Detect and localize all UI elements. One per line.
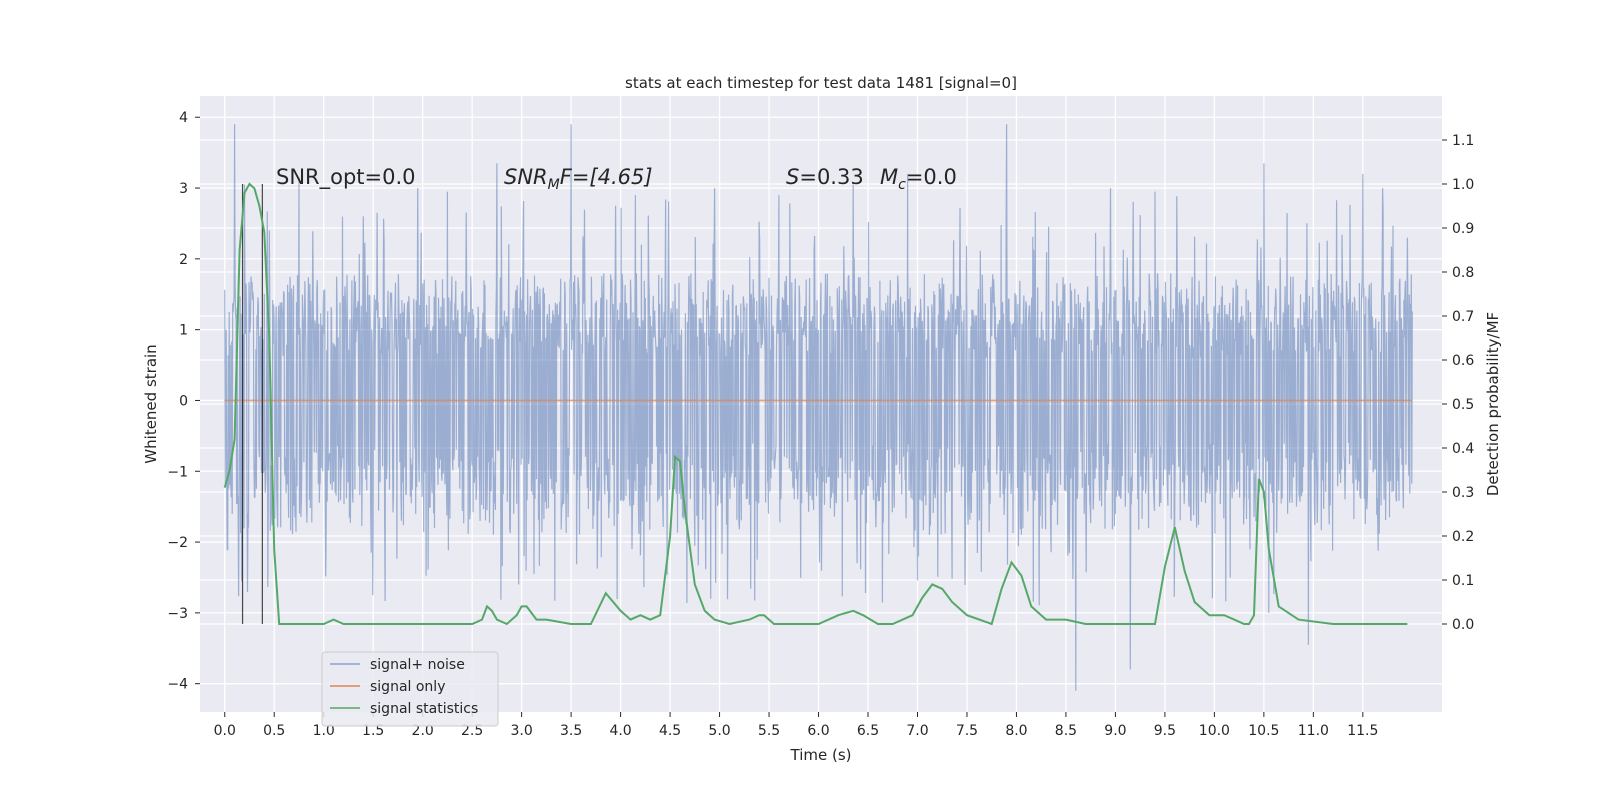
x-tick-label: 10.0 (1199, 723, 1230, 739)
annotation-s-value: =0.33 (799, 165, 863, 189)
annotation-s-label: S (786, 165, 799, 189)
y-tick-label: −3 (167, 606, 188, 622)
y-tick-label: −2 (167, 535, 188, 551)
legend: signal+ noise signal only signal statist… (321, 651, 499, 727)
y-tick-label: 3 (179, 181, 188, 197)
annotation-s: S=0.33 (786, 165, 864, 189)
x-tick-label: 2.5 (461, 723, 483, 739)
y-tick-label: −4 (167, 677, 188, 693)
y2-axis-ticks: 0.0 0.1 0.2 0.3 0.4 0.5 0.6 0.7 0.8 0.9 1.0 1.1 (1442, 133, 1474, 633)
annotation-snr-mf-base: SNR (504, 165, 548, 189)
x-tick-label: 7.0 (906, 723, 928, 739)
y2-tick-label: 0.1 (1452, 573, 1474, 589)
x-tick-label: 0.0 (214, 723, 236, 739)
x-tick-label: 0.5 (263, 723, 285, 739)
y-tick-label: −1 (167, 464, 188, 480)
x-tick-label: 4.5 (659, 723, 681, 739)
x-tick-label: 4.0 (609, 723, 631, 739)
annotation-snr-mf-sub: M (548, 177, 560, 193)
y2-tick-label: 0.5 (1452, 397, 1474, 413)
x-tick-label: 9.0 (1104, 723, 1126, 739)
y2-tick-label: 1.1 (1452, 133, 1474, 149)
y2-tick-label: 0.0 (1452, 617, 1474, 633)
x-tick-label: 2.0 (412, 723, 434, 739)
x-tick-label: 5.5 (758, 723, 780, 739)
signal-statistics-line (223, 182, 1408, 626)
annotation-mc-value: =0.0 (906, 165, 957, 189)
annotation-snr-opt: SNR_opt=0.0 (276, 165, 416, 190)
y2-tick-label: 0.9 (1452, 221, 1474, 237)
x-tick-label: 5.0 (708, 723, 730, 739)
y2-tick-label: 1.0 (1452, 177, 1474, 193)
x-tick-label: 9.5 (1154, 723, 1176, 739)
y2-tick-label: 0.7 (1452, 309, 1474, 325)
y2-tick-label: 0.3 (1452, 485, 1474, 501)
x-tick-label: 3.0 (511, 723, 533, 739)
annotation-snr-mf: SNRMF=[4.65] (504, 165, 653, 193)
y2-tick-label: 0.4 (1452, 441, 1474, 457)
y-axis-label: Whitened strain (142, 344, 160, 463)
y2-tick-label: 0.6 (1452, 353, 1474, 369)
x-tick-label: 6.0 (807, 723, 829, 739)
annotation-mc-sub: c (898, 177, 906, 193)
y-tick-label: 1 (179, 323, 188, 339)
y2-tick-label: 0.2 (1452, 529, 1474, 545)
signal-noise-line (224, 124, 1413, 691)
x-tick-label: 8.5 (1055, 723, 1077, 739)
annotation-mc: Mc=0.0 (880, 165, 957, 193)
series-signal-noise (224, 124, 1413, 691)
y-tick-label: 4 (179, 110, 188, 126)
x-tick-label: 6.5 (857, 723, 879, 739)
legend-label-signal-noise: signal+ noise (370, 657, 465, 673)
x-tick-label: 3.5 (560, 723, 582, 739)
x-tick-label: 11.5 (1347, 723, 1378, 739)
legend-box (321, 651, 499, 727)
legend-label-signal-statistics: signal statistics (370, 701, 478, 717)
y2-tick-label: 0.8 (1452, 265, 1474, 281)
x-axis-ticks: 0.0 0.5 1.0 1.5 2.0 2.5 3.0 3.5 4.0 4.5 5.0 5.5 6.0 6… (214, 712, 1378, 739)
series-lines (223, 182, 1413, 626)
x-tick-label: 10.5 (1248, 723, 1279, 739)
x-tick-label: 1.0 (313, 723, 335, 739)
legend-label-signal-only: signal only (370, 679, 445, 695)
x-tick-label: 8.0 (1005, 723, 1027, 739)
x-axis-label: Time (s) (790, 746, 852, 764)
x-tick-label: 11.0 (1298, 723, 1329, 739)
y2-axis-label: Detection probability/MF (1484, 312, 1502, 496)
x-tick-label: 1.5 (362, 723, 384, 739)
annotation-mc-label: M (880, 165, 898, 189)
x-tick-label: 7.5 (956, 723, 978, 739)
annotation-snr-mf-rest: F=[4.65] (560, 165, 653, 189)
chart-title: stats at each timestep for test data 148… (625, 74, 1017, 92)
y-axis-ticks: −4 −3 −2 −1 0 1 2 3 4 (167, 110, 200, 693)
y-tick-label: 0 (179, 393, 188, 409)
y-tick-label: 2 (179, 252, 188, 268)
